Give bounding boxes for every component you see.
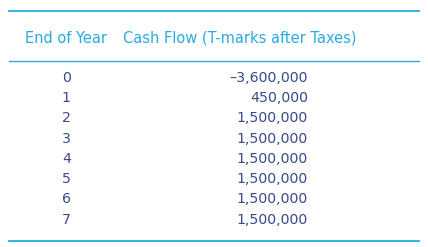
Text: 450,000: 450,000 [250, 91, 308, 105]
Text: 1,500,000: 1,500,000 [237, 111, 308, 125]
Text: –3,600,000: –3,600,000 [230, 71, 308, 85]
Text: 1: 1 [62, 91, 71, 105]
Text: Cash Flow (T-marks after Taxes): Cash Flow (T-marks after Taxes) [123, 31, 357, 46]
Text: 1,500,000: 1,500,000 [237, 132, 308, 145]
Text: 4: 4 [62, 152, 71, 166]
Text: 3: 3 [62, 132, 71, 145]
Text: 7: 7 [62, 213, 71, 226]
Text: 6: 6 [62, 192, 71, 206]
Text: 2: 2 [62, 111, 71, 125]
Text: 1,500,000: 1,500,000 [237, 152, 308, 166]
Text: 1,500,000: 1,500,000 [237, 172, 308, 186]
Text: 0: 0 [62, 71, 71, 85]
Text: End of Year: End of Year [25, 31, 107, 46]
Text: 1,500,000: 1,500,000 [237, 213, 308, 226]
Text: 1,500,000: 1,500,000 [237, 192, 308, 206]
Text: 5: 5 [62, 172, 71, 186]
